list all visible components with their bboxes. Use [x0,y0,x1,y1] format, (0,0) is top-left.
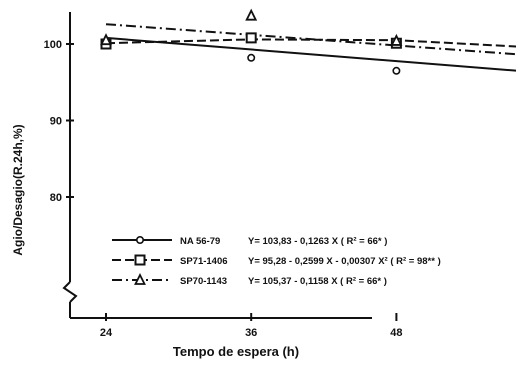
y-tick-label: 90 [50,116,62,128]
fit-line-circle [105,36,516,72]
legend-name: NA 56-79 [180,236,220,247]
legend-marker-square [134,254,146,266]
point-triangle [100,33,112,46]
point-circle [392,66,401,75]
y-axis-label: Agio/Desagio(R.24h,%) [11,124,25,255]
legend-equation: Y= 95,28 - 0,2599 X - 0,00307 X² ( R² = … [248,256,441,267]
x-axis-label: Tempo de espera (h) [173,344,299,359]
fit-lines [105,23,516,72]
legend-marker-circle [136,236,145,245]
legend-equation: Y= 105,37 - 0,1158 X ( R² = 66* ) [248,276,387,287]
y-tick-label: 100 [44,39,62,51]
axes: 809010024364860728496 [44,12,403,339]
legend-name: SP71-1406 [180,256,228,267]
data-points [100,8,403,75]
x-tick-label: 24 [100,327,113,339]
y-axis-break [62,281,78,303]
point-triangle [390,33,403,46]
legend-marker-triangle [134,272,146,285]
legend-equation: Y= 103,83 - 0,1263 X ( R² = 66* ) [248,236,387,247]
y-tick-label: 80 [50,192,62,204]
fit-line-triangle [105,23,516,56]
point-circle [247,53,256,62]
x-tick-label: 36 [245,327,257,339]
point-square [245,32,257,44]
x-tick-label: 48 [390,327,402,339]
legend-name: SP70-1143 [180,276,227,287]
point-triangle [245,8,258,21]
legend: NA 56-79 Y= 103,83 - 0,1263 X ( R² = 66* … [112,236,441,287]
